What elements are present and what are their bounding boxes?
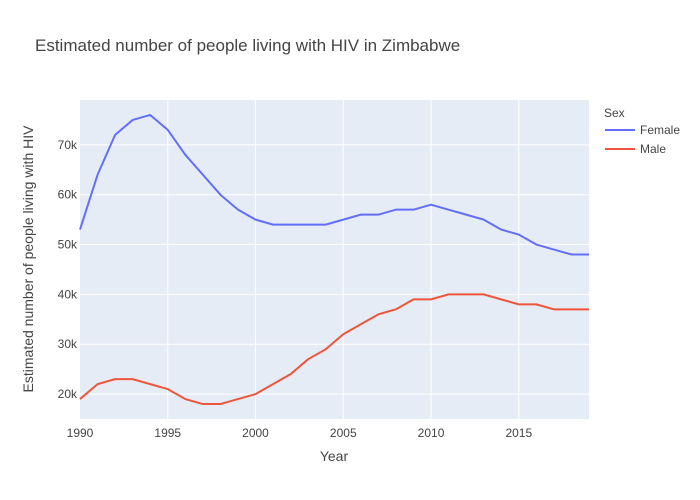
y-tick-label: 60k bbox=[58, 188, 78, 202]
series-line-female[interactable] bbox=[79, 113, 589, 256]
series-line-male[interactable] bbox=[79, 293, 589, 406]
y-axis-ticks: 20k 30k 40k 50k 60k 70k bbox=[58, 138, 78, 401]
legend-label: Male bbox=[640, 142, 666, 156]
legend-item-female[interactable]: Female bbox=[605, 123, 680, 137]
x-tick-label: 2000 bbox=[242, 426, 269, 440]
x-axis-ticks: 1990 1995 2000 2005 2010 2015 bbox=[67, 426, 533, 440]
x-tick-label: 2005 bbox=[330, 426, 357, 440]
y-tick-label: 20k bbox=[58, 387, 78, 401]
x-axis-title: Year bbox=[320, 448, 349, 464]
y-tick-label: 50k bbox=[58, 238, 78, 252]
x-tick-label: 1995 bbox=[154, 426, 181, 440]
plot-area bbox=[80, 100, 589, 419]
legend-title: Sex bbox=[604, 106, 625, 120]
y-axis-title: Estimated number of people living with H… bbox=[20, 125, 36, 393]
legend[interactable]: Sex Female Male bbox=[604, 106, 680, 156]
y-tick-label: 30k bbox=[58, 337, 78, 351]
legend-item-male[interactable]: Male bbox=[605, 142, 666, 156]
y-tick-label: 40k bbox=[58, 287, 78, 301]
series-layer bbox=[79, 113, 589, 406]
y-tick-label: 70k bbox=[58, 138, 78, 152]
x-tick-label: 2010 bbox=[418, 426, 445, 440]
x-tick-label: 1990 bbox=[67, 426, 94, 440]
gridlines bbox=[80, 100, 589, 419]
x-tick-label: 2015 bbox=[505, 426, 532, 440]
legend-label: Female bbox=[640, 123, 680, 137]
chart-title: Estimated number of people living with H… bbox=[35, 36, 460, 55]
